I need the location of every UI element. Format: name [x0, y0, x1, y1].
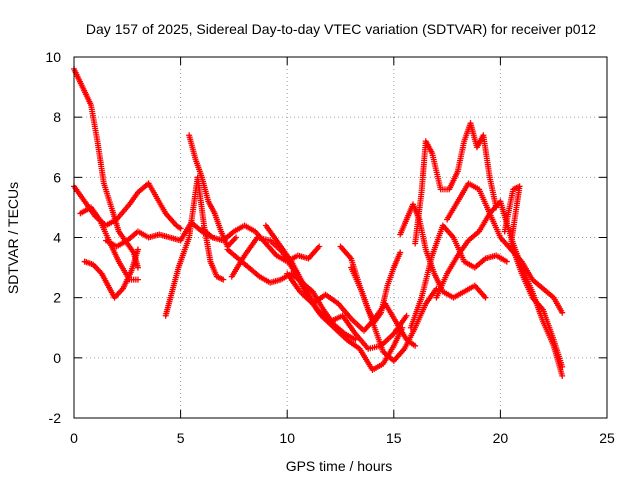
y-tick-label: -2: [49, 410, 62, 426]
plus-marker: [403, 312, 410, 319]
plus-marker: [233, 234, 240, 241]
plus-marker: [559, 363, 566, 370]
data-markers: [71, 66, 566, 379]
plus-marker: [352, 336, 359, 343]
series-track-q: [407, 222, 510, 331]
y-tick-label: 0: [53, 350, 61, 366]
plot-frame: [73, 56, 608, 419]
plus-marker: [177, 225, 184, 232]
series-track-t: [501, 183, 566, 370]
tick-labels: 0 5 10 15 20 25 -2 0 2 4 6 8 10: [45, 49, 615, 446]
series-track-s: [444, 180, 566, 316]
x-tick-label: 15: [386, 430, 402, 446]
plus-marker: [397, 249, 404, 256]
plus-marker: [316, 243, 323, 250]
x-tick-label: 25: [599, 430, 615, 446]
series-track-k: [262, 222, 410, 352]
x-tick-label: 5: [177, 430, 185, 446]
x-tick-label: 10: [279, 430, 295, 446]
x-tick-label: 0: [70, 430, 78, 446]
series-track-e: [102, 219, 216, 250]
plus-marker: [559, 372, 566, 379]
plus-marker: [220, 276, 227, 283]
y-tick-label: 10: [45, 49, 61, 65]
plus-marker: [559, 309, 566, 316]
series-track-f: [162, 174, 227, 319]
x-tick-label: 20: [493, 430, 509, 446]
chart-title: Day 157 of 2025, Sidereal Day-to-day VTE…: [86, 21, 596, 37]
y-axis-label: SDTVAR / TECUs: [5, 182, 21, 294]
plus-marker: [134, 246, 141, 253]
y-tick-label: 4: [53, 230, 61, 246]
x-axis-label: GPS time / hours: [286, 458, 393, 474]
plus-marker: [134, 276, 141, 283]
plus-marker: [412, 342, 419, 349]
plus-marker: [482, 294, 489, 301]
series-track-m: [337, 243, 404, 325]
plus-marker: [503, 258, 510, 265]
series-track-h: [198, 222, 323, 265]
y-tick-label: 8: [53, 109, 61, 125]
series-track-d: [81, 246, 141, 301]
y-tick-label: 6: [53, 169, 61, 185]
plus-marker: [134, 264, 141, 271]
y-tick-label: 2: [53, 290, 61, 306]
